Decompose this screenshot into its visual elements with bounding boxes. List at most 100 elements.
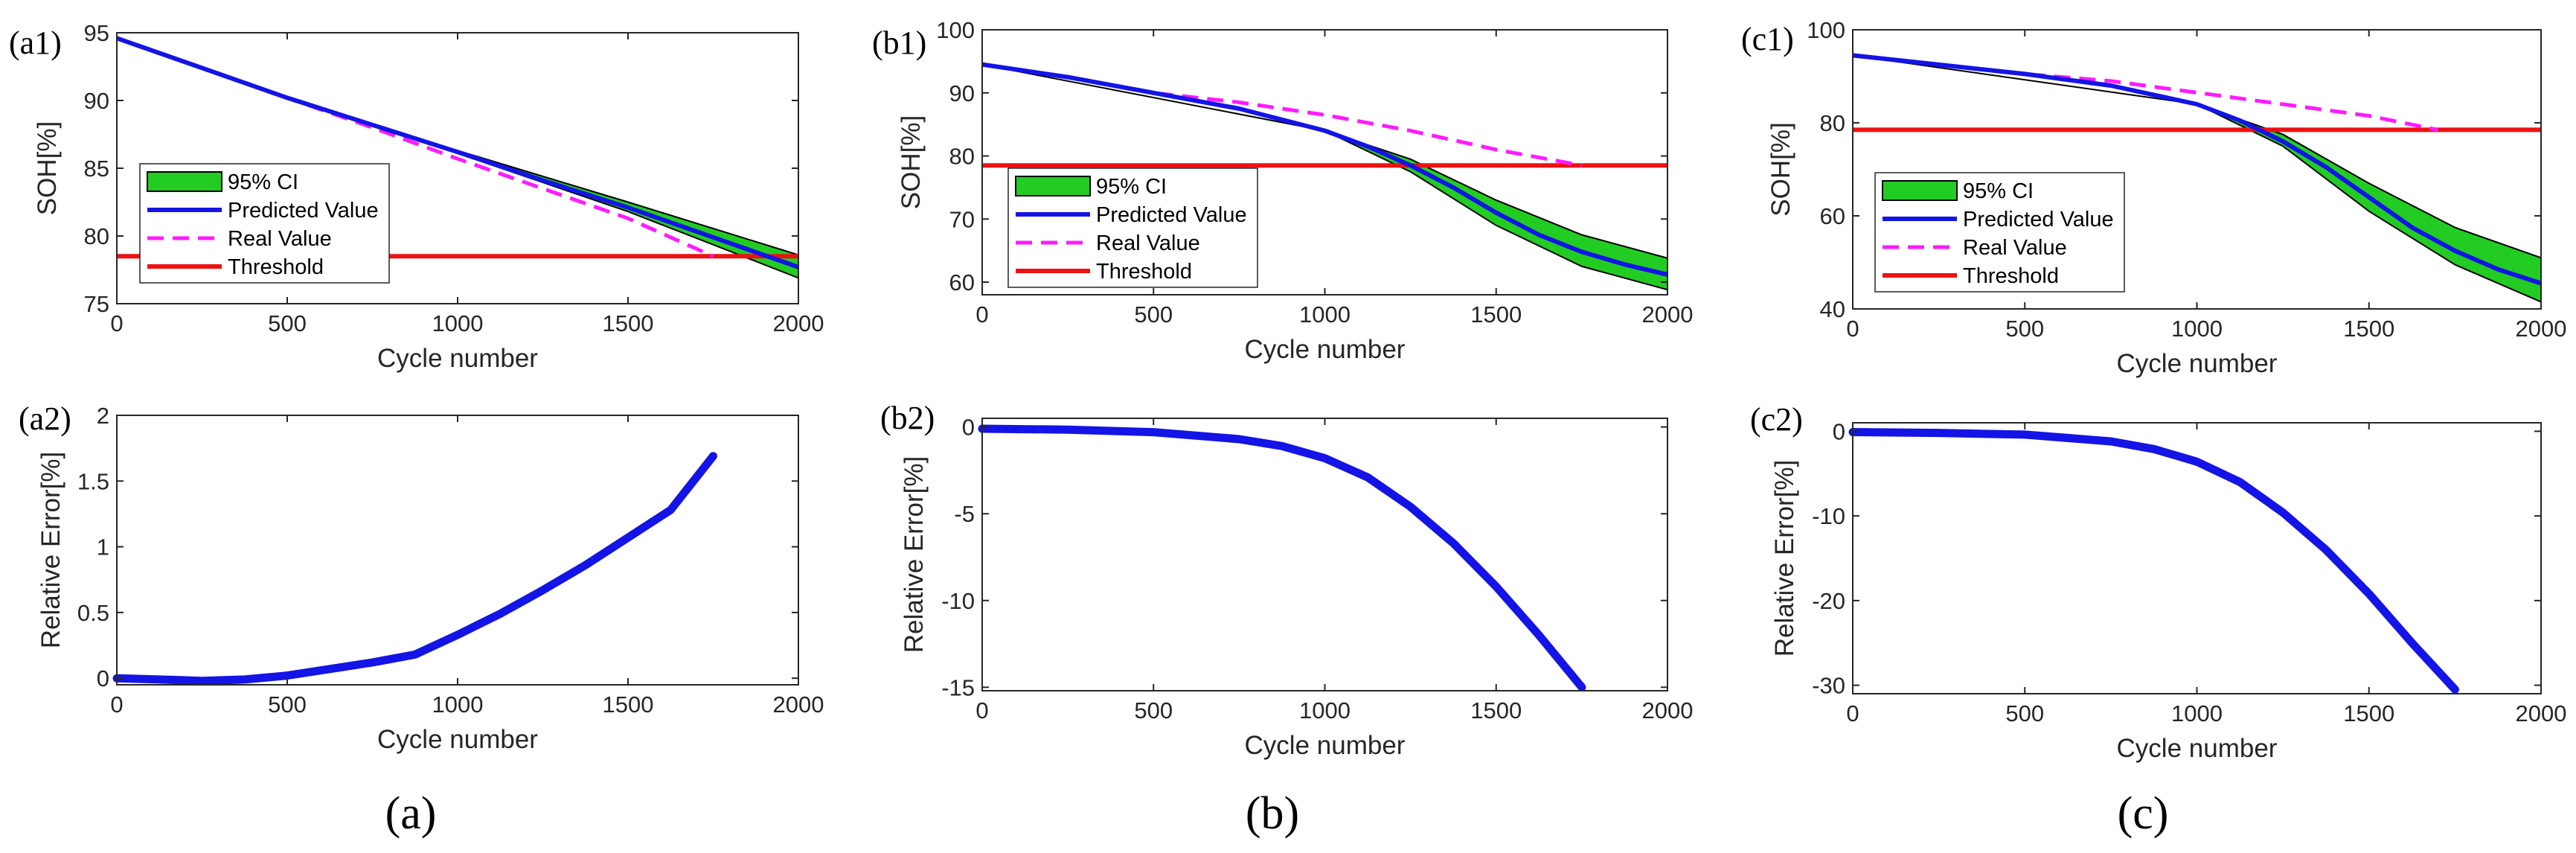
x-tick-label: 1500 [2343,700,2394,726]
y-tick-label: -30 [1812,673,1845,699]
y-tick-label: 0.5 [77,600,109,626]
y-tick-label: 60 [949,269,975,295]
legend-label-ci: 95% CI [1963,179,2034,203]
y-tick-label: -10 [1812,503,1845,529]
y-axis-label: Relative Error[%] [36,452,65,649]
legend-swatch-ci [147,171,222,192]
x-tick-label: 0 [1846,700,1859,726]
legend-label-thr: Threshold [228,255,324,279]
y-tick-label: 60 [1820,203,1845,229]
x-tick-label: 0 [975,697,988,723]
y-tick-label: 40 [1820,296,1845,322]
legend-label-ci: 95% CI [228,170,298,194]
x-tick-label: 1500 [1470,301,1522,328]
x-tick-label: 0 [975,301,988,328]
chart-a2: 0 500 1000 1500 2000 0 0.5 1 1.5 2 Cycle number Rel… [19,400,824,754]
y-axis-label: SOH[%] [897,115,926,209]
panel-label: (a2) [19,400,71,437]
relative-error-line [112,452,717,686]
legend-label-thr: Threshold [1096,260,1192,284]
chart-b2: 0 500 1000 1500 2000 -15 -10 -5 0 Cycle number Rel… [880,400,1693,760]
legend-swatch-ci [1882,180,1958,201]
legend-label-pred: Predicted Value [228,199,379,223]
y-axis-label: Relative Error[%] [900,456,929,654]
y-tick-label: 95 [84,20,109,46]
x-tick-label: 1000 [2171,316,2223,342]
y-tick-label: 2 [97,403,109,429]
plot-area [982,418,1667,691]
x-tick-label: 2000 [2516,316,2567,342]
x-tick-label: 2000 [1642,697,1694,723]
y-tick-label: 1 [97,534,109,560]
y-tick-label: 0 [1833,418,1845,444]
y-tick-label: -10 [941,588,975,614]
x-tick-label: 1000 [1299,301,1351,328]
x-tick-label: 1000 [1299,697,1351,723]
plot-area [1853,423,2541,694]
x-tick-label: 0 [110,310,123,336]
predicted-value-line [981,62,1668,277]
relative-error-line [978,424,1586,691]
panel-label: (b2) [880,400,935,436]
legend-label-real: Real Value [228,227,332,251]
legend-label-ci: 95% CI [1096,175,1167,199]
x-tick-label: 1500 [603,310,654,336]
chart-a1: 0 500 1000 1500 2000 75 80 85 90 95 Cycle number SO… [9,20,824,373]
real-value-line [981,63,1583,167]
x-axis-label: Cycle number [2117,349,2278,378]
y-tick-label: 0 [97,665,109,691]
panel-label: (a1) [9,25,62,61]
x-tick-label: 500 [1134,697,1173,723]
y-tick-label: 85 [84,156,109,182]
y-axis-label: SOH[%] [1766,122,1795,216]
legend-swatch-ci [1015,176,1091,197]
legend-label-real: Real Value [1963,236,2067,260]
y-axis-label: SOH[%] [33,121,62,215]
x-tick-label: 1500 [1470,697,1522,723]
y-tick-label: 0 [962,415,975,441]
y-tick-label: 80 [84,223,109,249]
legend: 95% CI Predicted Value Real Value Threshold [1007,167,1258,288]
y-tick-label: 100 [1807,17,1845,43]
x-axis-label: Cycle number [1245,731,1406,760]
x-axis-label: Cycle number [1245,335,1406,364]
x-tick-label: 2000 [773,310,824,336]
figure-label-c: (c) [2118,788,2169,839]
x-tick-label: 1500 [603,691,654,718]
x-axis-label: Cycle number [377,344,538,373]
x-tick-label: 500 [2005,316,2044,342]
legend-label-real: Real Value [1096,231,1200,255]
x-tick-label: 1500 [2343,316,2394,342]
legend-label-pred: Predicted Value [1096,203,1247,227]
chart-c1: 0 500 1000 1500 2000 40 60 80 100 Cycle number SOH… [1741,17,2566,378]
y-tick-label: -20 [1812,588,1845,614]
x-tick-label: 500 [2005,700,2044,726]
predicted-value-line [116,36,799,269]
x-tick-label: 500 [268,691,307,718]
x-tick-label: 500 [268,310,307,336]
panel-label: (c2) [1750,401,1803,438]
x-tick-label: 2000 [2516,700,2567,726]
legend: 95% CI Predicted Value Real Value Threshold [139,163,390,284]
x-tick-label: 0 [1846,316,1859,342]
y-tick-label: 80 [1820,110,1845,136]
x-axis-label: Cycle number [377,725,538,754]
y-tick-label: 75 [84,291,109,317]
figure-label-a: (a) [385,788,437,839]
x-axis-label: Cycle number [2117,734,2278,763]
y-axis-label: Relative Error[%] [1770,460,1799,657]
y-tick-label: -5 [954,501,975,527]
legend-label-pred: Predicted Value [1963,208,2114,231]
legend: 95% CI Predicted Value Real Value Threshold [1874,172,2125,293]
chart-c2: 0 500 1000 1500 2000 -30 -20 -10 0 Cycle number Re… [1750,401,2566,763]
x-tick-label: 2000 [1642,301,1694,328]
relative-error-line [1848,428,2459,694]
chart-b1: 0 500 1000 1500 2000 60 70 80 90 100 Cycle number S… [872,17,1693,364]
panel-label: (c1) [1741,21,1794,57]
y-tick-label: 90 [949,80,975,106]
predicted-value-line [1852,53,2542,286]
plot-area [117,415,798,685]
y-tick-label: -15 [941,674,975,700]
x-tick-label: 2000 [773,691,824,718]
